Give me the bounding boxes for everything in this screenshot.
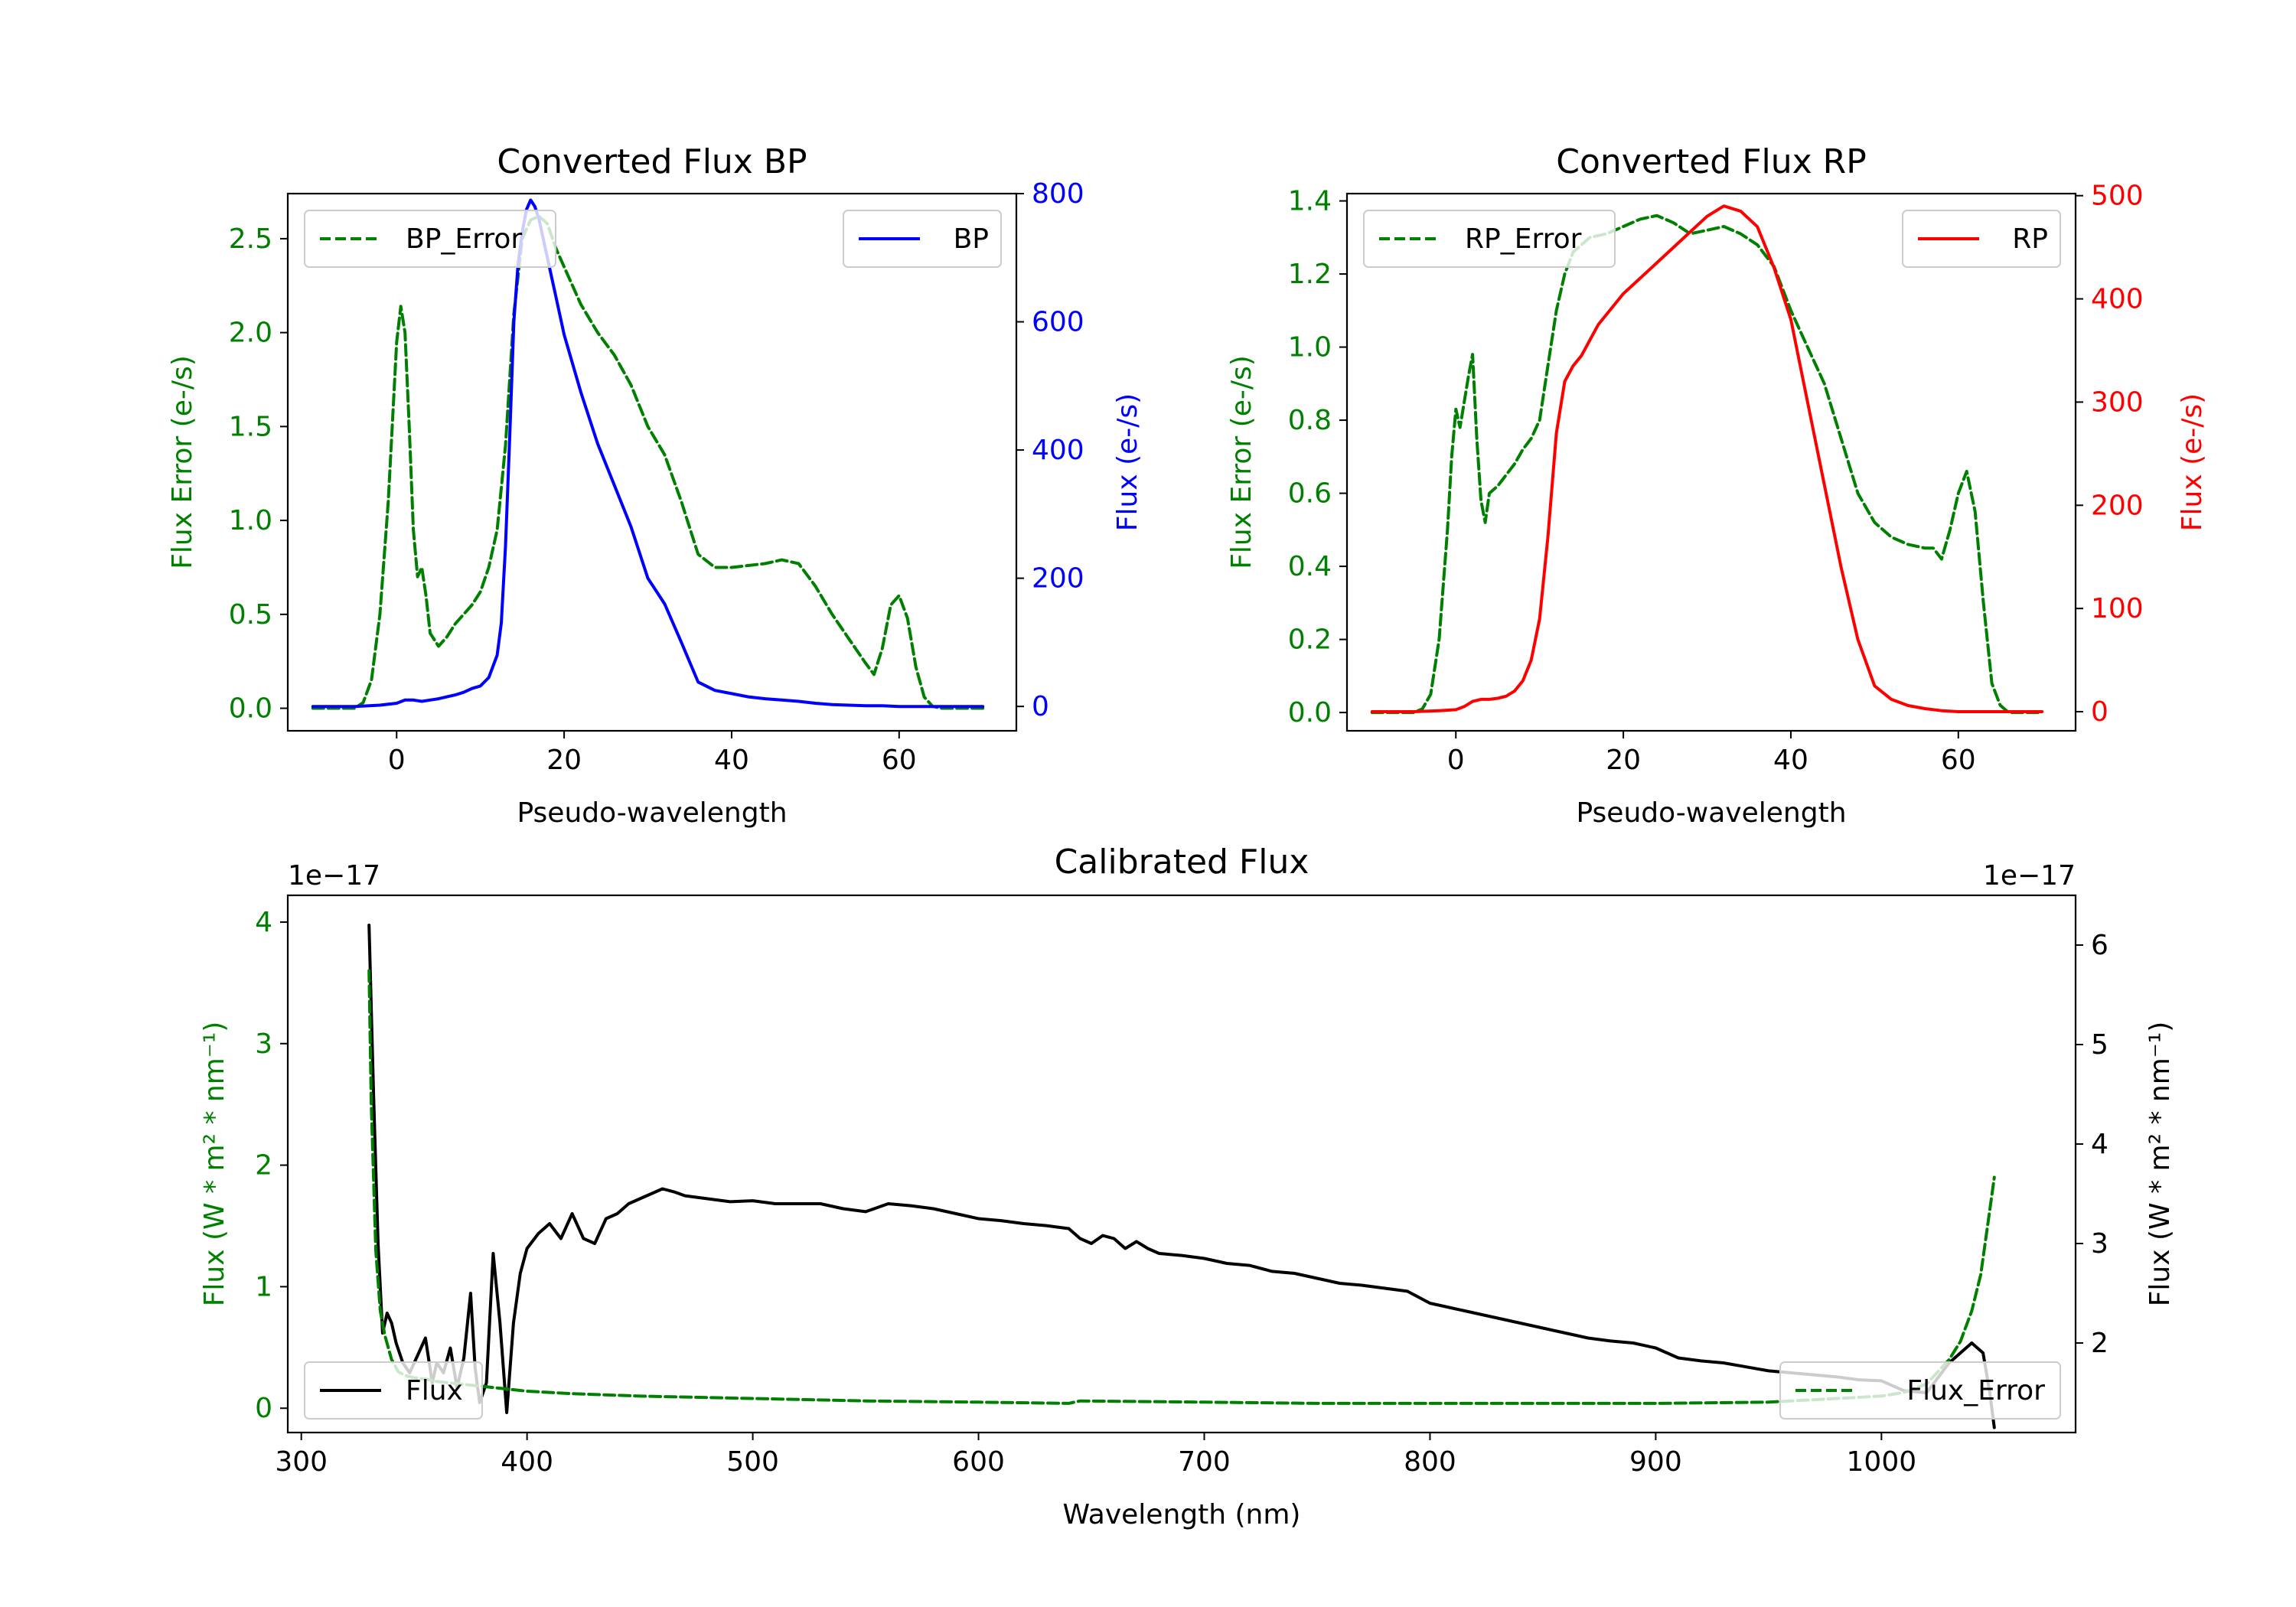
bp-legend-left: BP_Error <box>304 210 556 268</box>
y-left-tick-label: 0.2 <box>1288 624 1332 656</box>
y-left-tick-label: 0.4 <box>1288 551 1332 582</box>
x-tick-label: 600 <box>952 1446 1005 1478</box>
rp-xlabel: Pseudo-wavelength <box>1576 797 1846 829</box>
y-right-tick-label: 500 <box>2091 181 2144 212</box>
rp-plot-frame <box>1345 192 2077 732</box>
x-tick-label: 40 <box>1773 745 1808 776</box>
calibrated-ticks: 300 400 500 600 700 800 900 1000 0 1 2 3 4 2 3 4 5 6 <box>255 907 2108 1478</box>
rp-legend-left: RP_Error <box>1363 210 1616 268</box>
x-tick-label: 60 <box>882 745 917 776</box>
y-right-tick-label: 400 <box>2091 284 2144 315</box>
rp-ylabel-right: Flux (e-/s) <box>2177 393 2208 531</box>
y-left-tick-label: 1.4 <box>1288 186 1332 217</box>
rp-lines <box>1370 204 2044 715</box>
bp-legend-right: BP <box>843 210 1002 268</box>
y-right-tick-label: 400 <box>1032 435 1084 466</box>
calibrated-plot-frame <box>286 894 2077 1434</box>
calibrated-ylabel-right: Flux (W * m² * nm⁻¹) <box>2144 1022 2176 1307</box>
y-right-tick-label: 200 <box>2091 490 2144 521</box>
calibrated-offset-left: 1e−17 <box>288 860 380 892</box>
rp-legend-error-label: RP_Error <box>1465 223 1582 255</box>
calibrated-legend-left: Flux <box>304 1361 483 1420</box>
x-tick-label: 400 <box>501 1446 553 1478</box>
x-tick-label: 60 <box>1941 745 1976 776</box>
y-left-tick-label: 0.0 <box>229 693 272 725</box>
y-left-tick-label: 1.2 <box>1288 259 1332 290</box>
y-right-tick-label: 3 <box>2091 1228 2108 1260</box>
bp-ticks: 0 20 40 60 0.0 0.5 1.0 1.5 2.0 2.5 0 200 400 600 800 <box>229 178 1084 776</box>
y-right-tick-label: 800 <box>1032 178 1084 210</box>
x-tick-label: 20 <box>546 745 582 776</box>
rp-legend-flux-label: RP <box>2012 223 2048 255</box>
bp-ylabel-right: Flux (e-/s) <box>1112 393 1143 531</box>
y-right-tick-label: 200 <box>1032 563 1084 595</box>
x-tick-label: 300 <box>275 1446 328 1478</box>
series-line-rp-error <box>1370 214 2044 715</box>
y-right-tick-label: 0 <box>1032 691 1049 722</box>
y-right-tick-label: 600 <box>1032 307 1084 338</box>
y-left-tick-label: 2 <box>255 1150 272 1182</box>
y-left-tick-label: 1 <box>255 1271 272 1302</box>
x-tick-label: 20 <box>1606 745 1641 776</box>
y-right-tick-label: 4 <box>2091 1129 2108 1160</box>
rp-ylabel-left: Flux Error (e-/s) <box>1226 355 1257 569</box>
rp-panel: Converted Flux RP 0 20 40 60 0.0 0.2 0.4 0.6 0.8… <box>1226 142 2208 829</box>
calibrated-legend-flux-label: Flux <box>406 1375 463 1407</box>
y-left-tick-label: 3 <box>255 1028 272 1060</box>
bp-xlabel: Pseudo-wavelength <box>517 797 787 829</box>
y-right-tick-label: 2 <box>2091 1328 2108 1359</box>
y-left-tick-label: 0.6 <box>1288 478 1332 510</box>
bp-title: Converted Flux BP <box>497 142 807 181</box>
calibrated-legend-error-label: Flux_Error <box>1906 1375 2045 1407</box>
bp-ylabel-left: Flux Error (e-/s) <box>167 355 198 569</box>
rp-ticks: 0 20 40 60 0.0 0.2 0.4 0.6 0.8 1.0 1.2 1.4 0 100 200 30… <box>1288 181 2144 776</box>
calibrated-title: Calibrated Flux <box>1055 843 1309 882</box>
bp-plot-frame <box>286 192 1018 732</box>
calibrated-panel: Calibrated Flux 1e−17 1e−17 300 400 500 600… <box>199 843 2176 1530</box>
bp-legend-error-label: BP_Error <box>406 223 522 255</box>
calibrated-xlabel: Wavelength (nm) <box>1063 1499 1301 1530</box>
x-tick-label: 0 <box>388 745 406 776</box>
series-line-rp <box>1370 204 2044 713</box>
x-tick-label: 40 <box>714 745 749 776</box>
x-tick-label: 800 <box>1404 1446 1456 1478</box>
bp-panel: Converted Flux BP 0 20 40 60 0.0 0.5 1.0 1.5 2.0… <box>167 142 1143 829</box>
y-right-tick-label: 0 <box>2091 696 2108 728</box>
y-left-tick-label: 0.5 <box>229 599 272 631</box>
y-left-tick-label: 1.5 <box>229 411 272 442</box>
y-right-tick-label: 6 <box>2091 930 2108 961</box>
bp-legend-flux-label: BP <box>954 223 989 255</box>
rp-title: Converted Flux RP <box>1556 142 1867 181</box>
x-tick-label: 500 <box>726 1446 779 1478</box>
y-left-tick-label: 2.5 <box>229 223 272 255</box>
x-tick-label: 900 <box>1629 1446 1682 1478</box>
y-left-tick-label: 1.0 <box>229 505 272 536</box>
x-tick-label: 700 <box>1178 1446 1231 1478</box>
x-tick-label: 0 <box>1447 745 1465 776</box>
series-line-flux <box>367 924 1996 1429</box>
y-left-tick-label: 0 <box>255 1393 272 1424</box>
y-right-tick-label: 5 <box>2091 1029 2108 1061</box>
y-right-tick-label: 100 <box>2091 593 2144 624</box>
calibrated-offset-right: 1e−17 <box>1983 860 2076 892</box>
y-left-tick-label: 0.8 <box>1288 405 1332 436</box>
y-right-tick-label: 300 <box>2091 386 2144 418</box>
x-tick-label: 1000 <box>1847 1446 1917 1478</box>
y-left-tick-label: 4 <box>255 907 272 938</box>
rp-legend-right: RP <box>1902 210 2061 268</box>
calibrated-ylabel-left: Flux (W * m² * nm⁻¹) <box>199 1022 230 1307</box>
y-left-tick-label: 0.0 <box>1288 697 1332 729</box>
y-left-tick-label: 2.0 <box>229 318 272 349</box>
calibrated-legend-right: Flux_Error <box>1779 1361 2061 1420</box>
y-left-tick-label: 1.0 <box>1288 332 1332 363</box>
